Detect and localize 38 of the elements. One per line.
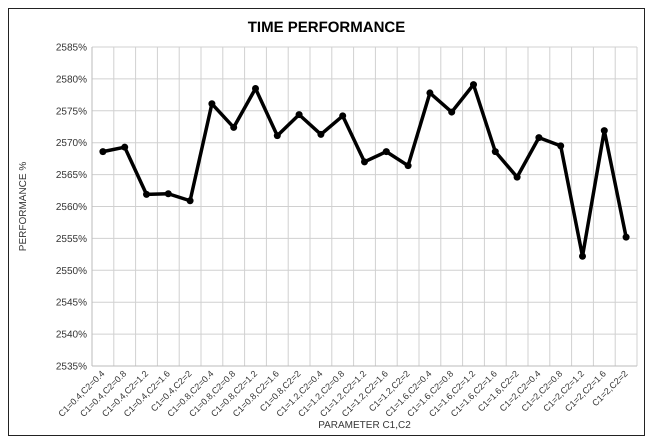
point [492,148,499,156]
x-axis-title: PARAMETER C1,C2 [318,420,412,431]
y-tick-label: 2570% [56,138,88,150]
point [230,124,238,131]
y-tick-label: 2560% [56,202,88,213]
point [535,134,542,142]
point [622,234,630,241]
point [121,144,128,151]
point [143,190,150,198]
point [579,252,586,260]
y-tick-label: 2565% [56,170,88,182]
point [186,197,194,204]
point [448,108,456,116]
point [339,112,346,120]
y-tick-label: 2545% [56,298,88,309]
point [296,111,303,118]
y-tick-label: 2555% [56,234,88,245]
point [600,127,608,134]
point [404,162,412,170]
point [208,100,216,108]
point [557,142,564,150]
point [252,84,259,92]
point [426,89,434,96]
point [382,148,390,156]
point [361,158,368,166]
chart-title: TIME PERFORMANCE [248,19,406,36]
point [514,174,521,181]
y-tick-label: 2535% [56,362,88,372]
point [164,190,172,198]
y-tick-label: 2575% [56,106,88,118]
y-tick-label: 2585% [56,42,88,54]
y-tick-label: 2550% [56,266,88,277]
point [274,132,281,140]
y-axis-title: PERFORMANCE % [18,162,29,252]
point [99,148,106,156]
point [317,130,324,138]
y-tick-label: 2540% [56,330,88,341]
y-tick-label: 2580% [56,74,88,86]
